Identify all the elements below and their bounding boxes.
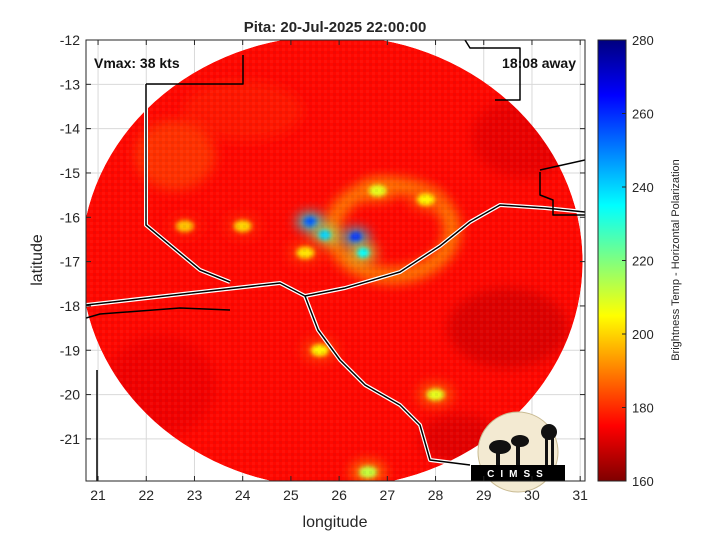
colorbar-tick-label: 180 bbox=[632, 401, 654, 416]
y-tick-label: -19 bbox=[60, 342, 80, 358]
x-tick-label: 31 bbox=[572, 487, 588, 503]
y-tick-label: -20 bbox=[60, 387, 80, 403]
border-line-7 bbox=[539, 159, 585, 171]
border-line-2 bbox=[304, 295, 471, 466]
y-axis-label: latitude bbox=[29, 234, 46, 286]
border-line-6 bbox=[464, 40, 521, 101]
colorbar-label: Brightness Temp - Horizontal Polarizatio… bbox=[670, 159, 682, 361]
cimss-logo: CIMSS bbox=[471, 411, 565, 493]
colorbar-tick-label: 260 bbox=[632, 107, 654, 122]
axes-frame bbox=[85, 39, 586, 482]
x-tick-label: 29 bbox=[476, 487, 492, 503]
y-tick-label: -21 bbox=[60, 431, 80, 447]
x-axis-label: longitude bbox=[303, 514, 368, 531]
colorbar bbox=[597, 39, 627, 482]
border-line-8 bbox=[539, 172, 585, 216]
x-tick-label: 27 bbox=[380, 487, 396, 503]
colorbar-tick-label: 200 bbox=[632, 327, 654, 342]
y-tick-label: -16 bbox=[60, 209, 80, 225]
axis-ticks: 21 22 23 24 25 26 27 28 29 30 31 -12 -13 -14 -15 -16 -17… bbox=[60, 32, 588, 503]
border-line-4 bbox=[146, 55, 244, 85]
x-tick-label: 26 bbox=[331, 487, 347, 503]
x-tick-label: 28 bbox=[428, 487, 444, 503]
colorbar-tick-label: 160 bbox=[632, 474, 654, 489]
colorbar-tick-label: 280 bbox=[632, 33, 654, 48]
colorbar-tick-label: 220 bbox=[632, 254, 654, 269]
colorbar-tick-label: 240 bbox=[632, 180, 654, 195]
y-tick-label: -15 bbox=[60, 165, 80, 181]
chart-title: Pita: 20-Jul-2025 22:00:00 bbox=[244, 19, 427, 36]
distance-annotation: 18:08 away bbox=[502, 55, 576, 71]
x-tick-label: 22 bbox=[138, 487, 154, 503]
map-borders bbox=[86, 40, 585, 481]
logo-text: CIMSS bbox=[487, 469, 549, 480]
border-line-1 bbox=[86, 204, 585, 306]
y-tick-label: -17 bbox=[60, 254, 80, 270]
x-tick-label: 23 bbox=[187, 487, 203, 503]
border-line-3 bbox=[145, 84, 231, 283]
y-tick-label: -13 bbox=[60, 76, 80, 92]
x-tick-label: 25 bbox=[283, 487, 299, 503]
y-tick-label: -14 bbox=[60, 121, 80, 137]
border-line-9 bbox=[86, 307, 231, 319]
y-tick-label: -12 bbox=[60, 32, 80, 48]
y-tick-label: -18 bbox=[60, 298, 80, 314]
x-tick-label: 24 bbox=[235, 487, 251, 503]
colorbar-ticks: 160 180 200 220 240 260 280 bbox=[622, 33, 654, 489]
x-tick-label: 30 bbox=[524, 487, 540, 503]
x-tick-label: 21 bbox=[90, 487, 106, 503]
vmax-annotation: Vmax: 38 kts bbox=[94, 55, 180, 71]
